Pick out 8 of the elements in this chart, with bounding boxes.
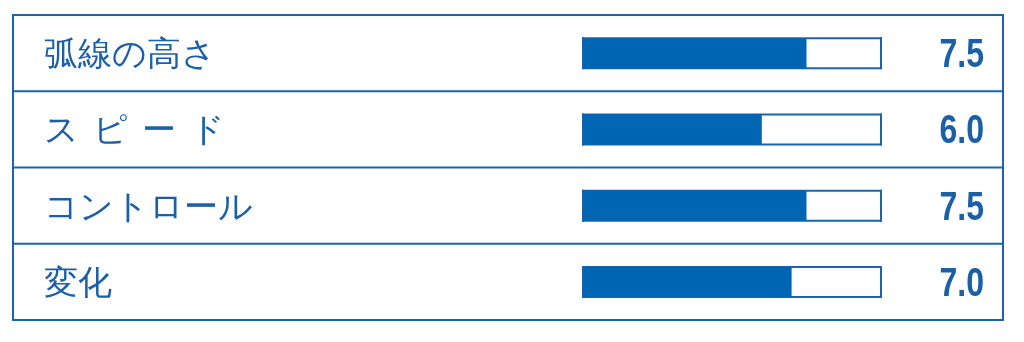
- data-label: 6.0: [939, 106, 984, 153]
- data-label: 7.5: [939, 30, 984, 76]
- data-label: 7.0: [939, 259, 984, 305]
- y-tick-label: スピード: [44, 109, 239, 150]
- y-tick-label: 変化: [44, 261, 112, 302]
- y-tick-label: 弧線の高さ: [44, 33, 216, 74]
- data-label: 7.5: [939, 183, 984, 229]
- y-tick-label: コントロール: [44, 185, 253, 226]
